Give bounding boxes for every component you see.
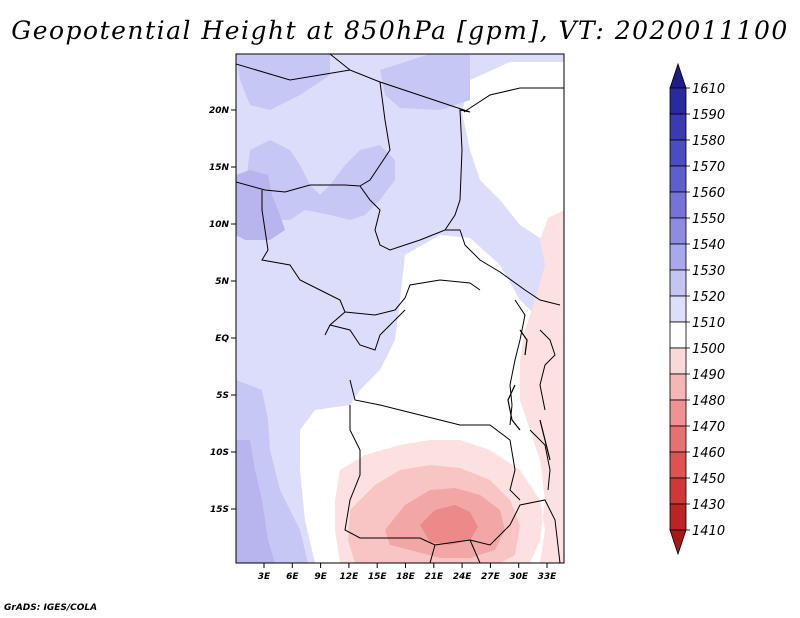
lon-label: 27E xyxy=(481,572,501,582)
colorbar-swatch xyxy=(669,87,687,115)
colorbar-label: 1610 xyxy=(692,82,725,97)
longitude-axis: 3E 6E 9E 12E 15E 18E 21E 24E 27E 30E 33E xyxy=(258,563,557,582)
colorbar-label: 1460 xyxy=(692,446,725,461)
lat-label: 10N xyxy=(209,220,230,230)
lon-label: 33E xyxy=(538,572,558,582)
colorbar-swatch xyxy=(669,503,687,531)
colorbar-swatch xyxy=(669,451,687,479)
map-area xyxy=(235,53,565,564)
contour-fill-1540 xyxy=(236,170,285,240)
contour-fill-1510 xyxy=(300,62,564,563)
lat-label: EQ xyxy=(215,334,229,344)
colorbar-label: 1570 xyxy=(692,160,725,175)
map-frame xyxy=(235,53,565,564)
colorbar-swatch xyxy=(669,347,687,375)
colorbar-swatch xyxy=(669,217,687,245)
lat-label: 15N xyxy=(209,163,230,173)
colorbar-swatch xyxy=(669,191,687,219)
lon-label: 21E xyxy=(424,572,444,582)
country-borders xyxy=(236,54,564,563)
colorbar: 1610 1590 1580 1570 1560 1550 1540 1530 1520 1510… xyxy=(669,62,725,556)
colorbar-swatch xyxy=(669,113,687,141)
colorbar-swatch xyxy=(669,139,687,167)
lon-label: 9E xyxy=(314,572,327,582)
lon-label: 6E xyxy=(286,572,299,582)
colorbar-swatch xyxy=(669,165,687,193)
colorbar-label: 1580 xyxy=(692,134,725,149)
footer-credit: GrADS: IGES/COLA xyxy=(4,603,98,613)
colorbar-label: 1590 xyxy=(692,108,725,123)
colorbar-top-arrow xyxy=(669,62,687,89)
lat-label: 10S xyxy=(210,448,229,458)
latitude-axis: 20N 15N 10N 5N EQ 5S 10S 15S xyxy=(209,106,236,515)
colorbar-label: 1430 xyxy=(692,498,725,513)
lon-label: 15E xyxy=(368,572,388,582)
colorbar-swatch xyxy=(669,373,687,401)
colorbar-label: 1450 xyxy=(692,472,725,487)
lon-label: 30E xyxy=(509,572,529,582)
colorbar-label: 1560 xyxy=(692,186,725,201)
chart-title: Geopotential Height at 850hPa [gpm], VT:… xyxy=(11,16,789,45)
colorbar-label: 1480 xyxy=(692,394,725,409)
colorbar-swatch xyxy=(669,243,687,271)
contour-fill-1470 xyxy=(420,505,478,545)
contour-fill-1540 xyxy=(236,440,275,563)
lon-label: 18E xyxy=(396,572,416,582)
colorbar-swatch xyxy=(669,425,687,453)
colorbar-label: 1510 xyxy=(692,316,725,331)
colorbar-label: 1520 xyxy=(692,290,725,305)
colorbar-label: 1470 xyxy=(692,420,725,435)
lon-label: 12E xyxy=(340,572,360,582)
colorbar-label: 1490 xyxy=(692,368,725,383)
lat-label: 5N xyxy=(215,277,229,287)
colorbar-swatch xyxy=(669,399,687,427)
colorbar-label: 1550 xyxy=(692,212,725,227)
colorbar-label: 1500 xyxy=(692,342,725,357)
colorbar-swatch xyxy=(669,269,687,297)
lat-label: 20N xyxy=(209,106,230,116)
lat-label: 5S xyxy=(216,391,229,401)
colorbar-swatch xyxy=(669,477,687,505)
colorbar-swatch xyxy=(669,295,687,323)
colorbar-label: 1530 xyxy=(692,264,725,279)
lon-label: 24E xyxy=(453,572,473,582)
colorbar-bottom-arrow xyxy=(669,529,687,556)
lake-outlines xyxy=(507,329,551,461)
colorbar-label: 1410 xyxy=(692,524,725,539)
contour-fill-1530 xyxy=(380,54,470,110)
colorbar-swatch xyxy=(669,321,687,349)
contour-fill-1530 xyxy=(236,54,395,220)
colorbar-label: 1540 xyxy=(692,238,725,253)
lon-label: 3E xyxy=(258,572,271,582)
lat-label: 15S xyxy=(210,505,229,515)
